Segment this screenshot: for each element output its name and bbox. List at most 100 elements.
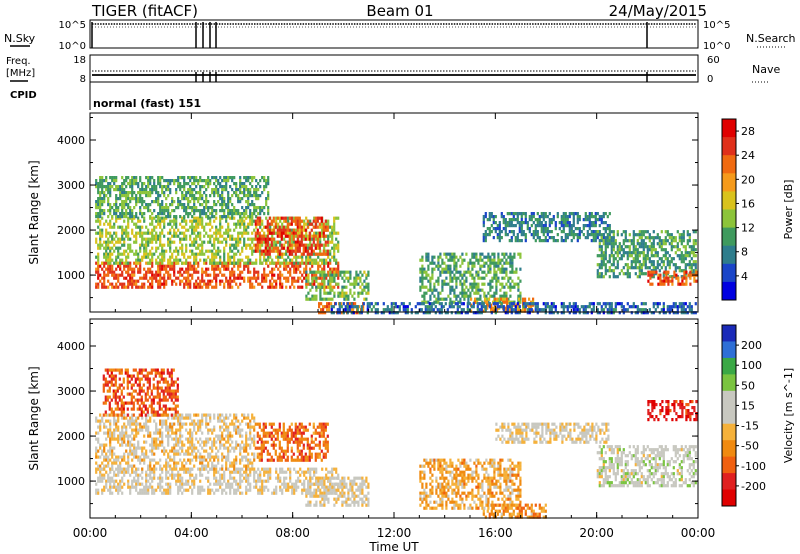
- power-cell: [694, 311, 697, 315]
- power-cell: [469, 258, 472, 262]
- power-cell: [453, 261, 456, 265]
- power-cell: [141, 285, 144, 289]
- power-cell: [113, 243, 116, 247]
- power-cell: [366, 305, 369, 309]
- power-cell: [167, 185, 170, 189]
- power-cell: [482, 221, 485, 225]
- power-cell: [672, 236, 675, 240]
- power-cell: [219, 234, 222, 238]
- power-cell: [491, 279, 494, 283]
- power-cell: [500, 305, 503, 309]
- power-cell: [512, 212, 515, 216]
- power-cell: [245, 209, 248, 213]
- power-cell: [181, 176, 184, 180]
- power-cell: [536, 224, 539, 228]
- power-cell: [145, 240, 148, 244]
- power-cell: [119, 246, 122, 250]
- power-cell: [163, 273, 166, 277]
- power-cell: [99, 206, 102, 210]
- velocity-cell: [129, 485, 132, 489]
- power-cell: [694, 302, 697, 306]
- power-cell: [469, 273, 472, 277]
- power-cell: [243, 228, 246, 232]
- power-cell: [560, 302, 563, 306]
- power-cell: [628, 272, 631, 276]
- power-cell: [227, 222, 230, 226]
- power-cell: [694, 242, 697, 246]
- power-cell: [470, 305, 473, 309]
- power-cell: [149, 182, 152, 186]
- power-cell: [618, 242, 621, 246]
- power-cell: [644, 257, 647, 261]
- power-cell: [115, 231, 118, 235]
- power-cell: [279, 276, 282, 280]
- power-cell: [520, 224, 523, 228]
- power-cell: [300, 231, 303, 235]
- power-cell: [644, 242, 647, 246]
- power-cell: [652, 266, 655, 270]
- power-cell: [323, 261, 326, 265]
- power-cell: [642, 260, 645, 264]
- power-cell: [686, 230, 689, 234]
- power-cell: [648, 248, 651, 252]
- power-cell: [348, 308, 351, 312]
- power-cell: [455, 285, 458, 289]
- power-cell: [155, 191, 158, 195]
- power-cell: [207, 182, 210, 186]
- power-cell: [367, 285, 370, 289]
- power-cell: [428, 311, 431, 315]
- power-cell: [327, 264, 330, 268]
- power-cell: [125, 255, 128, 259]
- power-cell: [602, 233, 605, 237]
- power-cell: [493, 273, 496, 277]
- power-cell: [692, 248, 695, 252]
- power-cell: [171, 264, 174, 268]
- power-cell: [262, 237, 265, 241]
- power-cell: [115, 219, 118, 223]
- power-cell: [630, 254, 633, 258]
- power-cell: [133, 234, 136, 238]
- power-cell: [183, 231, 186, 235]
- power-cell: [141, 240, 144, 244]
- power-cell: [496, 233, 499, 237]
- power-cell: [127, 273, 130, 277]
- power-cell: [161, 246, 164, 250]
- power-cell: [346, 305, 349, 309]
- power-cell: [183, 206, 186, 210]
- power-cell: [335, 267, 338, 271]
- power-cell: [157, 270, 160, 274]
- power-cell: [215, 231, 218, 235]
- power-cell: [151, 276, 154, 280]
- power-cell: [491, 285, 494, 289]
- velocity-cell: [113, 473, 116, 477]
- power-cell: [622, 305, 625, 309]
- power-cell: [231, 212, 234, 216]
- power-cell: [187, 285, 190, 289]
- power-cell: [157, 237, 160, 241]
- power-cell: [199, 212, 202, 216]
- power-cell: [558, 221, 561, 225]
- power-cell: [580, 230, 583, 234]
- power-cell: [556, 239, 559, 243]
- power-cell: [203, 261, 206, 265]
- power-cell: [139, 246, 142, 250]
- power-cell: [135, 258, 138, 262]
- power-cell: [524, 305, 527, 309]
- velocity-cell: [109, 482, 112, 486]
- power-cell: [642, 308, 645, 312]
- power-cell: [333, 225, 336, 229]
- power-cell: [143, 206, 146, 210]
- power-cell: [640, 233, 643, 237]
- power-cell: [318, 246, 321, 250]
- power-cell: [159, 225, 162, 229]
- power-cell: [109, 194, 112, 198]
- power-cell: [247, 270, 250, 274]
- power-cell: [145, 255, 148, 259]
- power-cell: [167, 276, 170, 280]
- power-cell: [469, 270, 472, 274]
- power-cell: [600, 221, 603, 225]
- power-cell: [283, 264, 286, 268]
- power-cell: [135, 285, 138, 289]
- power-cell: [433, 255, 436, 259]
- power-cell: [588, 212, 591, 216]
